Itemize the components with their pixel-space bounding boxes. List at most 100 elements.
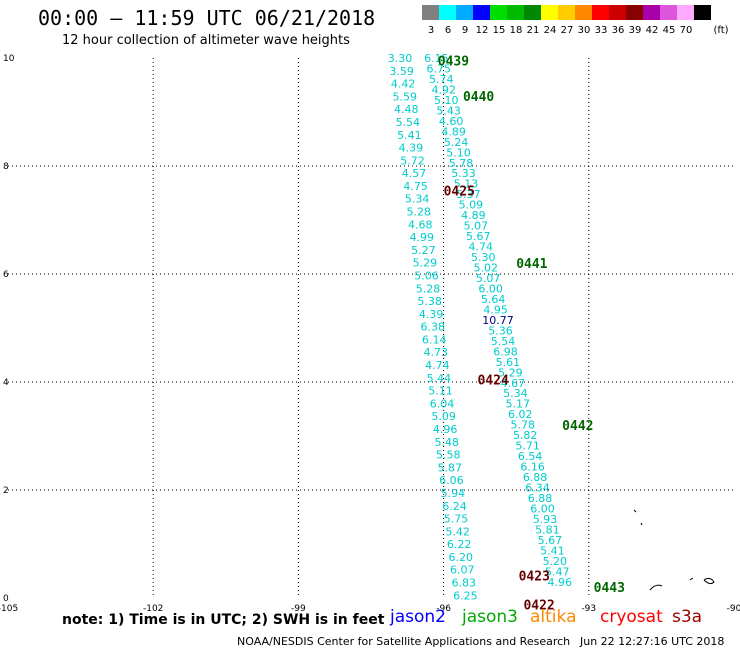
wave-height-label: 5.07 bbox=[464, 220, 489, 233]
wave-height-label: 6.14 bbox=[422, 333, 447, 346]
wave-height-label: 5.34 bbox=[405, 193, 430, 206]
wave-height-label: 6.22 bbox=[447, 538, 472, 551]
wave-height-label: 4.96 bbox=[548, 576, 573, 589]
wave-height-label: 5.75 bbox=[444, 513, 469, 526]
wave-height-label: 4.74 bbox=[469, 241, 494, 254]
wave-height-label: 5.67 bbox=[466, 230, 491, 243]
color-scale-unit: (ft) bbox=[713, 25, 729, 36]
wave-height-label: 5.09 bbox=[459, 199, 484, 212]
wave-height-label: 6.16 bbox=[520, 461, 545, 474]
color-scale-label: 42 bbox=[645, 25, 659, 36]
wave-height-label: 3.30 bbox=[388, 52, 413, 65]
wave-height-label: 5.41 bbox=[540, 544, 565, 557]
color-scale-label: 18 bbox=[509, 25, 523, 36]
y-tick-label: 6 bbox=[3, 270, 9, 280]
wave-height-label: 5.07 bbox=[476, 272, 501, 285]
color-swatch bbox=[575, 5, 592, 20]
wave-height-label: 6.88 bbox=[523, 471, 548, 484]
wave-height-label: 4.92 bbox=[431, 83, 456, 96]
wave-height-label: 4.48 bbox=[394, 103, 419, 116]
footer-credit: NOAA/NESDIS Center for Satellite Applica… bbox=[237, 635, 571, 648]
wave-height-label: 5.54 bbox=[396, 116, 421, 129]
wave-height-label: 5.44 bbox=[427, 372, 452, 385]
wave-height-label: 10.77 bbox=[482, 314, 514, 327]
wave-height-label: 6.83 bbox=[452, 577, 477, 590]
wave-height-label: 6.25 bbox=[453, 589, 478, 602]
color-swatch bbox=[558, 5, 575, 20]
time-label: 0443 bbox=[594, 581, 625, 596]
color-swatch bbox=[507, 5, 524, 20]
wave-height-label: 5.11 bbox=[428, 385, 453, 398]
wave-height-label: 6.98 bbox=[493, 345, 518, 358]
wave-height-label: 6.24 bbox=[442, 500, 467, 513]
wave-height-label: 4.68 bbox=[408, 218, 433, 231]
legend-cryosat: cryosat bbox=[600, 607, 663, 627]
wave-height-label: 5.47 bbox=[545, 565, 570, 578]
wave-height-label: 6.88 bbox=[528, 492, 553, 505]
wave-height-label: 4.96 bbox=[433, 423, 458, 436]
x-tick-label: -93 bbox=[581, 604, 596, 614]
wave-height-label: 5.58 bbox=[436, 449, 461, 462]
wave-height-label: 5.29 bbox=[498, 366, 523, 379]
y-tick-label: 2 bbox=[3, 486, 9, 496]
coastline bbox=[633, 509, 715, 591]
wave-height-label: 5.64 bbox=[481, 293, 506, 306]
wave-height-label: 5.06 bbox=[414, 269, 439, 282]
wave-height-label: 5.13 bbox=[454, 178, 479, 191]
time-label: 0423 bbox=[519, 569, 550, 584]
wave-height-label: 5.59 bbox=[392, 90, 417, 103]
color-swatch bbox=[592, 5, 609, 20]
wave-height-label: 5.27 bbox=[411, 244, 436, 257]
wave-height-label: 5.28 bbox=[416, 282, 441, 295]
color-swatch bbox=[439, 5, 456, 20]
time-label: 0422 bbox=[523, 598, 554, 613]
legend-jason2: jason2 bbox=[390, 607, 446, 627]
wave-height-label: 4.42 bbox=[391, 78, 416, 91]
wave-height-label: 5.29 bbox=[413, 257, 438, 270]
x-tick-label: -96 bbox=[436, 604, 451, 614]
time-label: 0442 bbox=[562, 419, 593, 434]
color-scale-label: 39 bbox=[628, 25, 642, 36]
color-swatch bbox=[643, 5, 660, 20]
x-tick-label: -102 bbox=[143, 604, 163, 614]
color-scale-label: 27 bbox=[560, 25, 574, 36]
wave-height-label: 5.28 bbox=[406, 206, 431, 219]
legend-s3a: s3a bbox=[672, 607, 703, 627]
wave-height-label: 5.72 bbox=[400, 154, 425, 167]
wave-height-label: 4.57 bbox=[402, 167, 427, 180]
color-scale-label: 45 bbox=[662, 25, 676, 36]
time-label: 0441 bbox=[516, 257, 547, 272]
wave-height-label: 5.78 bbox=[510, 419, 535, 432]
y-tick-label: 0 bbox=[3, 594, 9, 604]
color-swatch bbox=[524, 5, 541, 20]
wave-height-label: 5.43 bbox=[436, 104, 461, 117]
wave-height-label: 5.93 bbox=[533, 513, 558, 526]
color-scale-label: 30 bbox=[577, 25, 591, 36]
time-label: 0440 bbox=[463, 90, 494, 105]
wave-height-label: 5.20 bbox=[543, 555, 568, 568]
color-scale-label: 9 bbox=[461, 25, 469, 36]
wave-height-label: 5.42 bbox=[445, 525, 470, 538]
wave-height-label: 6.04 bbox=[430, 397, 455, 410]
wave-height-label: 4.89 bbox=[441, 125, 466, 138]
color-scale-label: 12 bbox=[475, 25, 489, 36]
color-scale-label: 15 bbox=[492, 25, 506, 36]
color-swatch bbox=[422, 5, 439, 20]
wave-height-label: 5.87 bbox=[438, 461, 463, 474]
wave-height-label: 5.61 bbox=[496, 356, 521, 369]
wave-height-label: 6.00 bbox=[478, 282, 503, 295]
color-swatch bbox=[677, 5, 694, 20]
wave-height-label: 4.39 bbox=[399, 142, 424, 155]
wave-height-label: 5.67 bbox=[538, 534, 563, 547]
legend-altika: altika bbox=[530, 607, 577, 627]
wave-height-label: 5.10 bbox=[446, 146, 471, 159]
note-text: note: 1) Time is in UTC; 2) SWH is in fe… bbox=[62, 612, 385, 628]
wave-height-label: 5.24 bbox=[444, 136, 469, 149]
wave-height-label: 4.73 bbox=[424, 346, 449, 359]
color-scale-label: 36 bbox=[611, 25, 625, 36]
wave-height-label: 5.74 bbox=[429, 73, 454, 86]
color-scale-label: 21 bbox=[526, 25, 540, 36]
wave-height-label: 4.89 bbox=[461, 209, 486, 222]
wave-height-label: 6.00 bbox=[530, 502, 555, 515]
